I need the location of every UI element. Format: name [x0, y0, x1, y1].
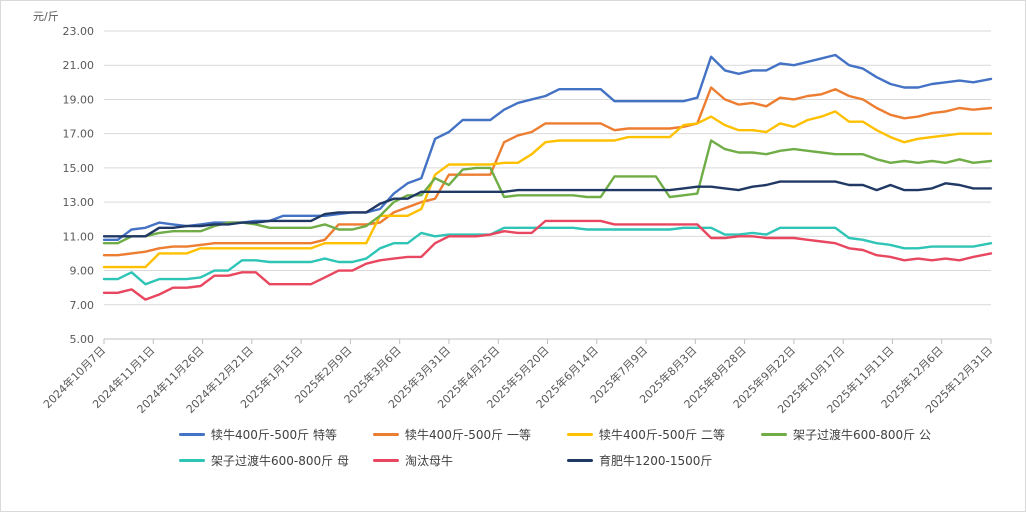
y-axis-label: 元/斤	[33, 10, 59, 23]
y-tick-label: 17.00	[63, 128, 95, 141]
y-tick-label: 21.00	[63, 59, 95, 72]
y-tick-label: 13.00	[63, 196, 95, 209]
legend-label: 架子过渡牛600-800斤 公	[793, 427, 931, 442]
series-lines	[102, 53, 993, 301]
legend-item-4: 架子过渡牛600-800斤 公	[761, 426, 931, 442]
legend-swatch	[179, 458, 205, 462]
legend-swatch	[567, 458, 593, 462]
legend-swatch	[761, 432, 787, 436]
legend-label: 育肥牛1200-1500斤	[599, 453, 713, 468]
y-tick-label: 7.00	[70, 299, 95, 312]
series-line-1	[102, 53, 993, 241]
series-line-6	[102, 219, 993, 301]
legend-swatch	[567, 432, 593, 436]
series-line-5	[102, 226, 993, 286]
legend-swatch	[179, 432, 205, 436]
y-tick-label: 11.00	[63, 230, 95, 243]
x-axis-ticks: 2024年10月7日2024年11月1日2024年11月26日2024年12月2…	[40, 339, 995, 416]
legend-label: 架子过渡牛600-800斤 母	[211, 453, 349, 468]
y-tick-label: 23.00	[63, 25, 95, 38]
legend-item-5: 架子过渡牛600-800斤 母	[179, 452, 349, 468]
legend-item-6: 淘汰母牛	[373, 452, 453, 468]
legend-item-3: 犊牛400斤-500斤 二等	[567, 426, 725, 442]
series-line-2	[102, 86, 993, 257]
y-tick-label: 9.00	[70, 265, 95, 278]
y-tick-label: 15.00	[63, 162, 95, 175]
series-line-7	[102, 180, 993, 238]
series-line-3	[102, 110, 993, 269]
legend-item-2: 犊牛400斤-500斤 一等	[373, 426, 531, 442]
legend-label: 犊牛400斤-500斤 一等	[405, 427, 531, 442]
y-tick-label: 5.00	[70, 333, 95, 346]
legend-swatch	[373, 432, 399, 436]
legend-swatch	[373, 458, 399, 462]
legend-label: 犊牛400斤-500斤 特等	[211, 427, 337, 442]
legend-label: 淘汰母牛	[405, 453, 454, 468]
y-axis-ticks: 23.00 21.00 19.00 17.00 15.00 13.00 11.00 9.00 7…	[63, 25, 95, 346]
legend-item-1: 犊牛400斤-500斤 特等	[179, 426, 337, 442]
legend-label: 犊牛400斤-500斤 二等	[599, 427, 725, 442]
legend-item-7: 育肥牛1200-1500斤	[567, 452, 712, 468]
y-tick-label: 19.00	[63, 93, 95, 106]
